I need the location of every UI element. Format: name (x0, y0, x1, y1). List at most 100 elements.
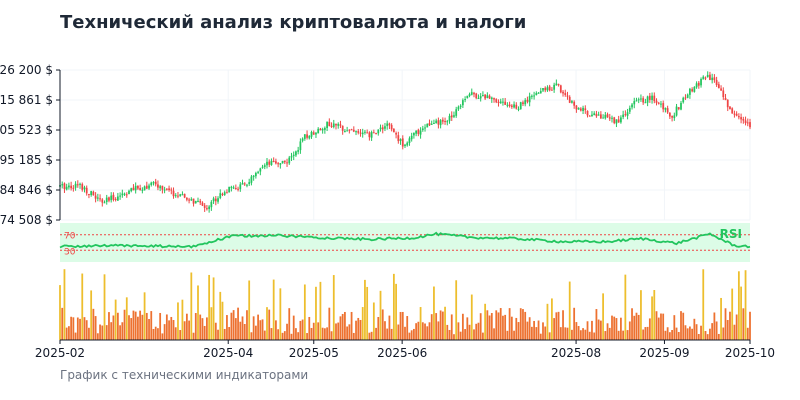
candle-body (185, 197, 188, 200)
candle-body (459, 105, 462, 107)
volume-bar (729, 311, 731, 340)
volume-bar (379, 290, 382, 340)
volume-bar (459, 331, 462, 340)
candle-body (188, 199, 190, 201)
candle-body (413, 132, 415, 136)
candle-body (384, 126, 386, 129)
volume-bar (194, 313, 197, 340)
candle-body (726, 99, 729, 108)
volume-bar (499, 308, 502, 340)
volume-bar (749, 311, 751, 340)
volume-bar (673, 315, 676, 340)
volume-bar (83, 317, 86, 340)
volume-bar (96, 333, 99, 340)
volume-bar (557, 311, 560, 340)
candle-body (174, 195, 177, 197)
volume-bar (401, 311, 404, 340)
volume-bar (248, 280, 251, 340)
candle-body (228, 186, 231, 193)
volume-bar (433, 286, 435, 340)
candle-body (740, 117, 742, 120)
volume-bar (141, 314, 144, 340)
candle-body (323, 127, 326, 130)
volume-bar (183, 321, 186, 340)
volume-bar (128, 315, 130, 340)
candle-body (709, 74, 711, 80)
candle-body (241, 183, 244, 185)
candle-body (330, 125, 333, 127)
candle-body (328, 121, 331, 127)
volume-bar (519, 308, 522, 340)
candle-body (426, 123, 429, 128)
volume-bar (530, 326, 533, 340)
volume-bar (686, 328, 689, 340)
volume-bar (344, 311, 346, 340)
candle-body (90, 191, 93, 196)
volume-bar (185, 313, 188, 340)
volume-bar (653, 290, 656, 340)
volume-bar (448, 329, 451, 340)
candle-body (159, 186, 162, 189)
volume-bar (631, 308, 633, 340)
volume-bar (288, 308, 291, 340)
volume-bar (733, 324, 736, 340)
volume-bar (539, 333, 542, 340)
volume-bar (651, 296, 653, 340)
candle-body (270, 160, 273, 166)
volume-bar (368, 332, 371, 340)
candle-body (168, 188, 170, 191)
volume-bar (682, 312, 685, 340)
candle-body (655, 100, 658, 103)
candle-body (680, 102, 682, 110)
candle-body (70, 185, 73, 189)
volume-bar (524, 311, 527, 340)
volume-bar (114, 299, 117, 340)
candle-body (704, 77, 707, 79)
volume-bar (477, 322, 480, 340)
volume-bar (74, 332, 77, 340)
volume-bar (680, 311, 682, 340)
candle-body (419, 130, 422, 135)
candle-body (252, 175, 255, 177)
candle-body (410, 135, 413, 140)
volume-bar (370, 331, 373, 340)
volume-bar (562, 310, 564, 340)
candle-body (417, 129, 420, 134)
x-tick-label: 2025-02 (35, 346, 85, 360)
candle-body (577, 107, 580, 110)
candle-body (729, 106, 731, 110)
candle-body (344, 130, 346, 132)
x-tick-label: 2025-05 (289, 346, 339, 360)
candle-body (310, 131, 313, 137)
candle-body (461, 100, 464, 106)
volume-bar (628, 321, 631, 340)
volume-bar (615, 318, 618, 340)
candle-body (210, 201, 213, 208)
candle-body (125, 194, 128, 196)
candle-body (119, 195, 121, 197)
candle-body (279, 163, 282, 165)
volume-bar (217, 329, 219, 340)
candle-body (450, 115, 453, 118)
volume-bar (395, 283, 397, 340)
candle-body (488, 95, 491, 99)
volume-bar (357, 317, 360, 340)
candle-body (640, 98, 642, 100)
volume-bar (123, 309, 126, 340)
volume-bar (506, 330, 509, 340)
volume-bar (219, 291, 222, 340)
candle-body (693, 86, 696, 92)
candle-body (79, 183, 81, 185)
volume-bar (306, 333, 308, 340)
volume-bar (493, 328, 495, 340)
volume-bar (706, 334, 709, 340)
candle-body (628, 107, 631, 112)
candle-body (141, 189, 144, 191)
candle-body (604, 114, 607, 119)
candle-body (539, 91, 542, 94)
candle-body (74, 183, 77, 188)
candle-body (484, 94, 487, 99)
candle-body (266, 161, 268, 166)
volume-bar (599, 320, 602, 340)
